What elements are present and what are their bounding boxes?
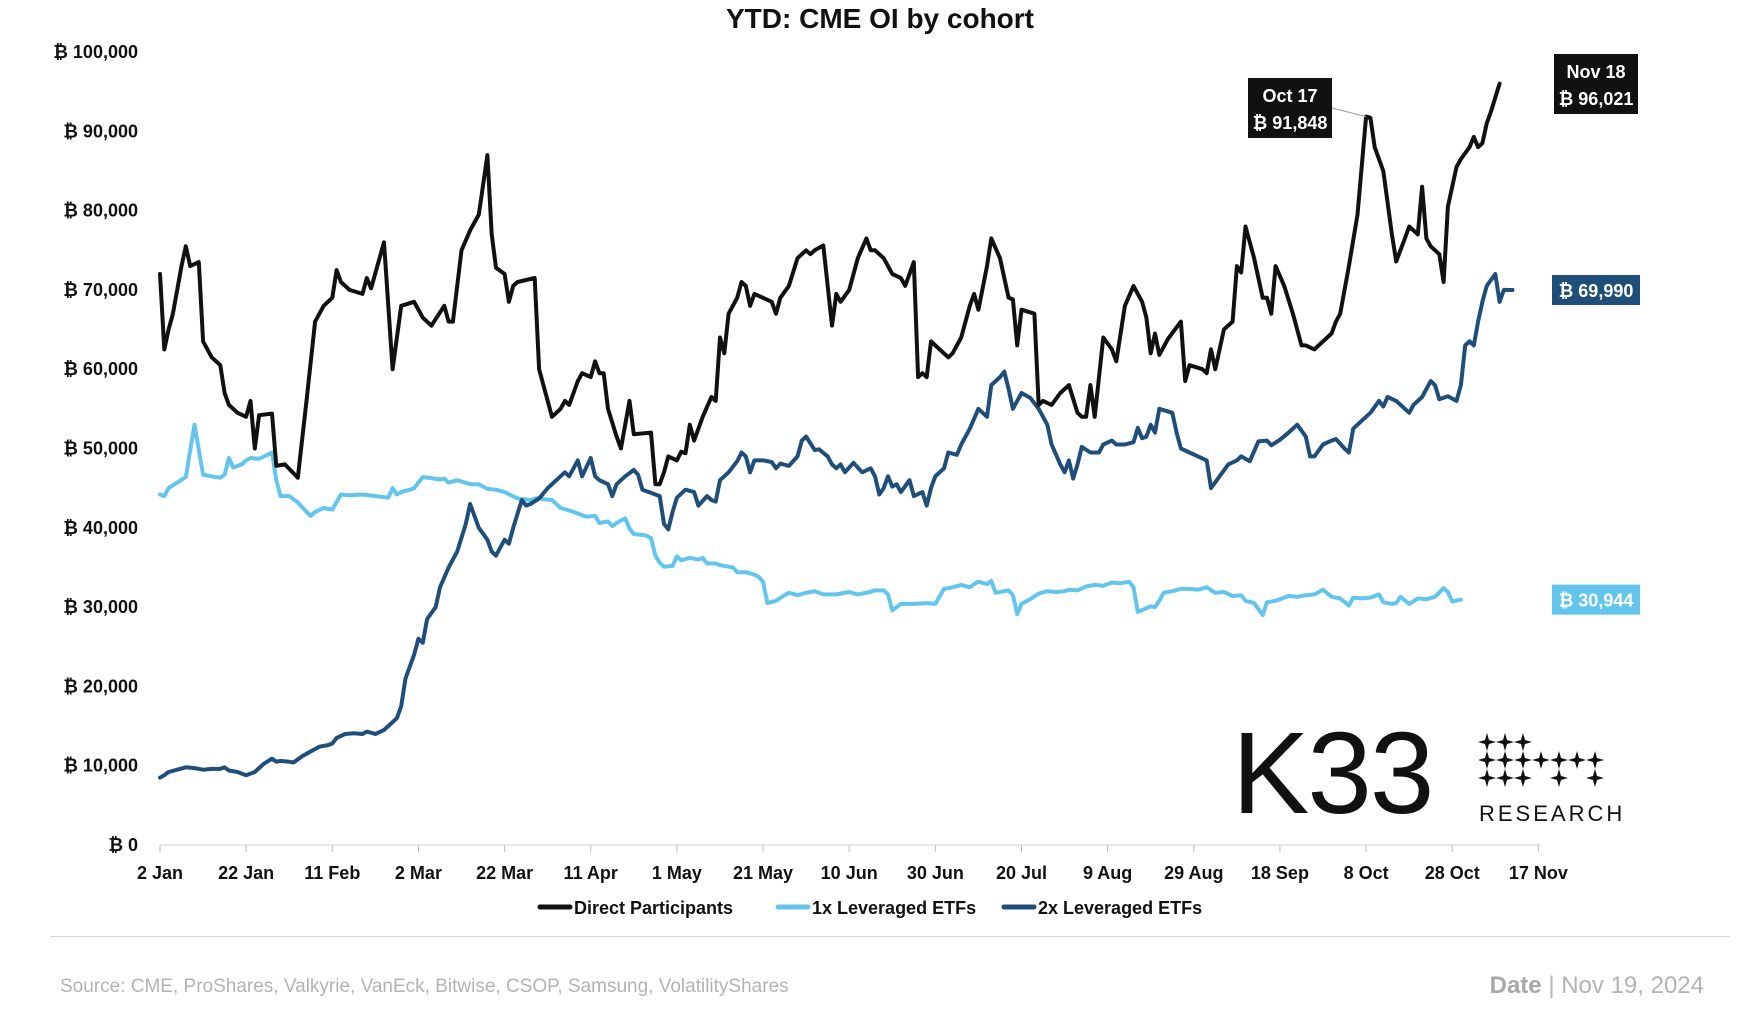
y-tick-label: ₿ 50,000 (63, 439, 138, 459)
y-tick-label: ₿ 0 (108, 835, 138, 855)
x-tick-label: 20 Jul (996, 863, 1047, 883)
logo-wordmark: K33 (1232, 708, 1434, 838)
annotation-date: Oct 17 (1262, 86, 1317, 106)
y-tick-label: ₿ 60,000 (63, 359, 138, 379)
chart-title: YTD: CME OI by cohort (726, 3, 1034, 34)
x-tick-label: 29 Aug (1164, 863, 1223, 883)
x-tick-label: 2 Jan (137, 863, 183, 883)
annotation-value: ₿ 91,848 (1253, 113, 1328, 133)
x-tick-label: 22 Jan (218, 863, 274, 883)
y-tick-label: ₿ 80,000 (63, 201, 138, 221)
x-tick-label: 18 Sep (1251, 863, 1309, 883)
y-tick-label: ₿ 30,000 (63, 597, 138, 617)
y-tick-label: ₿ 90,000 (63, 121, 138, 141)
y-tick-label: ₿ 70,000 (63, 280, 138, 300)
x-tick-label: 11 Feb (304, 863, 360, 883)
x-tick-label: 8 Oct (1344, 863, 1389, 883)
end-label-value: ₿ 69,990 (1559, 281, 1634, 301)
x-tick-label: 22 Mar (476, 863, 533, 883)
star-grid-icon (1478, 733, 1604, 787)
annotation-date: Nov 18 (1566, 62, 1625, 82)
legend-label: Direct Participants (574, 898, 733, 918)
x-tick-label: 10 Jun (821, 863, 878, 883)
legend-label: 1x Leveraged ETFs (812, 898, 976, 918)
y-tick-label: ₿ 40,000 (63, 518, 138, 538)
end-label-value: ₿ 30,944 (1559, 591, 1634, 611)
footer-divider (50, 936, 1730, 937)
date-label: Date (1489, 972, 1542, 999)
x-tick-label: 1 May (652, 863, 702, 883)
date-value: Nov 19, 2024 (1561, 972, 1704, 999)
x-tick-label: 2 Mar (395, 863, 442, 883)
annotation-box (1248, 78, 1332, 138)
source-note: Source: CME, ProShares, Valkyrie, VanEck… (60, 976, 789, 997)
y-axis: ₿ 0 ₿ 10,000 ₿ 20,000 ₿ 30,000 ₿ 40,000 ₿ 50,… (53, 42, 1540, 855)
date-separator: | (1548, 972, 1555, 999)
annotation-layer: Oct 17 ₿ 91,848 Nov 18 ₿ 96,021 ₿ 69,990 ₿ 30… (1248, 54, 1640, 615)
x-tick-label: 11 Apr (564, 863, 618, 883)
x-axis: 2 Jan 22 Jan 11 Feb 2 Mar 22 Mar 11 Apr 1 May 2… (137, 845, 1568, 883)
annotation-value: ₿ 96,021 (1559, 89, 1634, 109)
x-tick-label: 17 Nov (1509, 863, 1568, 883)
series-line-direct-participants (158, 81, 1502, 487)
x-tick-label: 21 May (733, 863, 793, 883)
series-line-2x-leveraged-etfs (158, 272, 1515, 780)
x-tick-label: 9 Aug (1083, 863, 1132, 883)
x-tick-label: 28 Oct (1425, 863, 1480, 883)
y-tick-label: ₿ 10,000 (63, 756, 138, 776)
k33-logo: K33 RESEARCH (1232, 708, 1622, 838)
legend: Direct Participants 1x Leveraged ETFs 2x L… (537, 898, 1202, 918)
legend-label: 2x Leveraged ETFs (1038, 898, 1202, 918)
annotation-box (1554, 54, 1638, 114)
end-label-box (1552, 584, 1640, 615)
series-line-1x-leveraged-etfs (158, 422, 1463, 617)
end-label-box (1552, 274, 1640, 305)
series-layer (158, 81, 1515, 780)
y-tick-label: ₿ 100,000 (53, 42, 138, 62)
report-date: Date | Nov 19, 2024 (1490, 972, 1704, 1000)
x-tick-label: 30 Jun (907, 863, 964, 883)
annotation-leader-line (1331, 107, 1367, 118)
y-tick-label: ₿ 20,000 (63, 676, 138, 696)
logo-subtitle: RESEARCH (1479, 801, 1626, 826)
